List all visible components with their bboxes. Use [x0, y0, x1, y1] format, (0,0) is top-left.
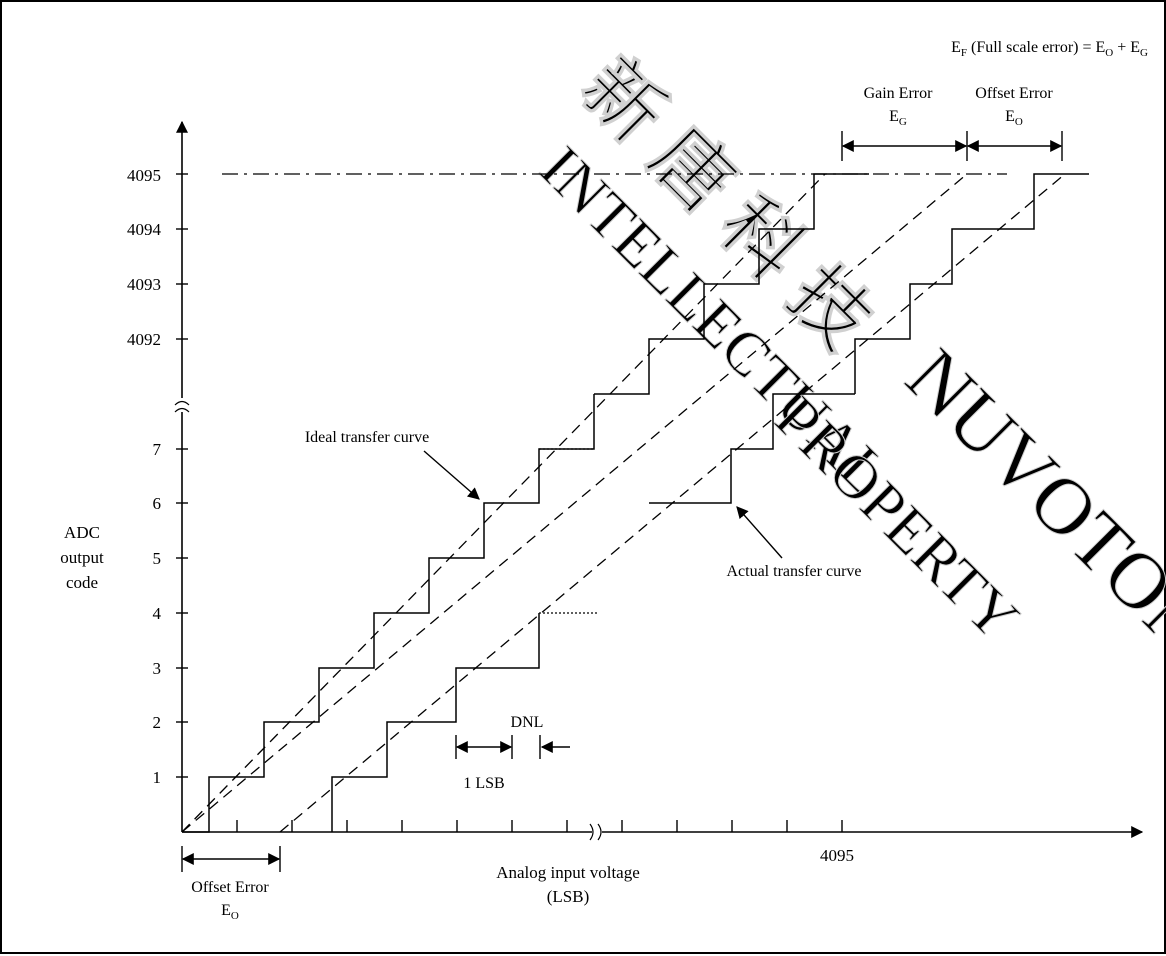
- offset-error-top-symbol: EO: [1005, 108, 1023, 128]
- y-axis-label: ADC output code: [60, 523, 104, 592]
- y-tick-label: 4094: [127, 220, 162, 239]
- actual-transfer-curve-label: Actual transfer curve: [726, 563, 861, 580]
- x-axis-label-line: Analog input voltage: [496, 863, 640, 882]
- actual-transfer-curve-arrow: [736, 506, 783, 559]
- y-axis-break: [174, 400, 190, 413]
- actual-staircase-middle: [649, 393, 855, 504]
- y-tick-label: 4092: [127, 330, 161, 349]
- one-lsb-label: 1 LSB: [463, 775, 504, 792]
- y-axis-label-line: output: [60, 548, 104, 567]
- y-tick-label: 4: [153, 604, 162, 623]
- dnl-dotted-markers: [539, 448, 597, 614]
- y-tick-label: 2: [153, 713, 162, 732]
- x-axis-label: Analog input voltage (LSB): [496, 863, 640, 906]
- gain-error-symbol: EG: [889, 108, 907, 128]
- y-tick-label: 6: [153, 494, 162, 513]
- x-axis-label-line: (LSB): [547, 887, 590, 906]
- bottom-offset-error-label: Offset Error: [191, 879, 269, 896]
- y-axis-label-line: ADC: [64, 523, 100, 542]
- y-axis-ticks: [176, 173, 188, 778]
- ideal-staircase-lower: [182, 394, 595, 833]
- offset-error-top-label: Offset Error: [975, 85, 1053, 102]
- y-tick-label: 5: [153, 549, 162, 568]
- y-tick-label: 3: [153, 659, 162, 678]
- y-tick-label: 4095: [127, 166, 161, 185]
- bottom-offset-error-marker: [181, 846, 281, 872]
- y-tick-label: 4093: [127, 275, 161, 294]
- watermark-brand: NUVOTON: [889, 333, 1166, 674]
- axes: [174, 120, 1144, 841]
- x-axis-ticks: [236, 820, 843, 832]
- y-tick-label: 1: [153, 768, 162, 787]
- y-tick-labels: 1 2 3 4 5 6 7 4092 4093 4094 4095: [127, 166, 162, 787]
- actual-staircase-lower: [331, 613, 540, 832]
- y-axis-label-line: code: [66, 573, 98, 592]
- ideal-staircase-upper: [594, 173, 869, 395]
- gain-error-label: Gain Error: [864, 85, 934, 102]
- ideal-transfer-curve-arrow: [423, 450, 480, 500]
- y-tick-label: 7: [153, 440, 162, 459]
- actual-staircase-upper: [854, 173, 1089, 394]
- bottom-offset-error-symbol: EO: [221, 902, 239, 922]
- ideal-transfer-curve-label: Ideal transfer curve: [305, 429, 429, 446]
- top-error-markers: [841, 131, 1063, 161]
- full-scale-error-formula: EF (Full scale error) = EO + EG: [951, 39, 1148, 59]
- dnl-label: DNL: [511, 714, 544, 731]
- x-axis-break: [589, 823, 602, 841]
- staircases: [182, 173, 1089, 833]
- one-lsb-marker: [455, 735, 570, 759]
- x-tick-label-4095: 4095: [820, 846, 854, 865]
